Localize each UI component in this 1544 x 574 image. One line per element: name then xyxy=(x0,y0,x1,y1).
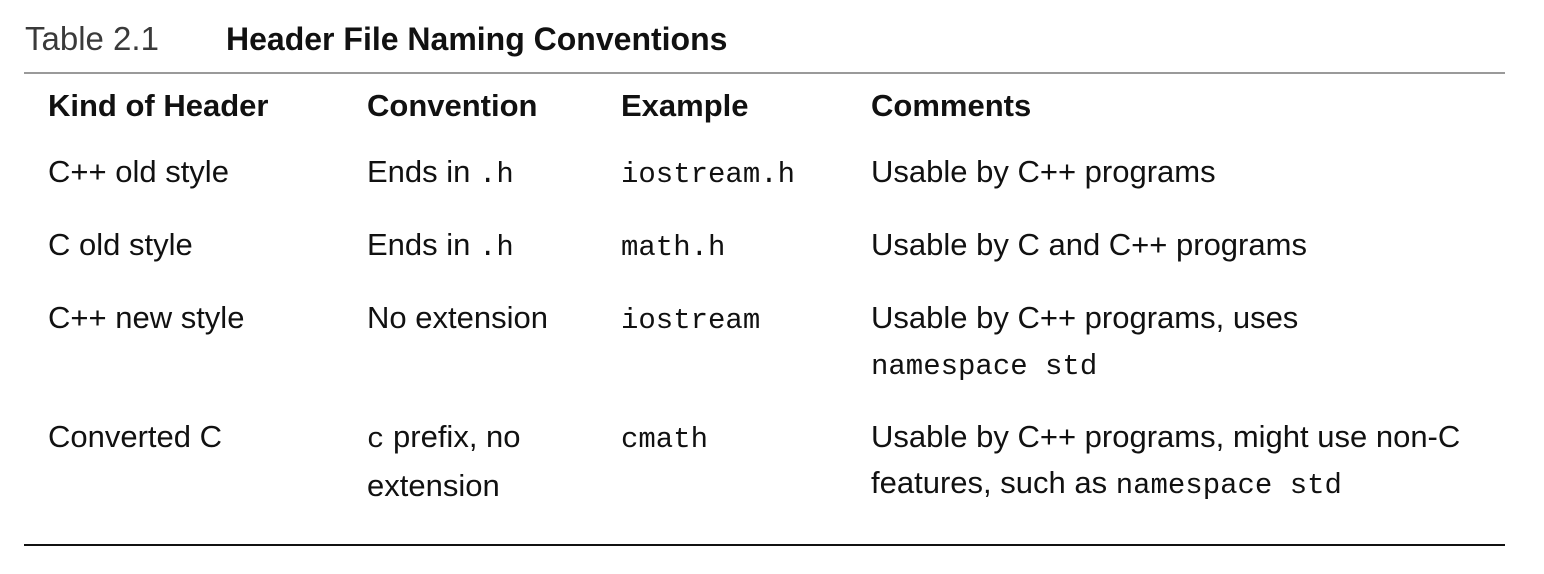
table-row: C old style Ends in .h math.h Usable by … xyxy=(48,222,1491,295)
table-row: Converted C c prefix, no extension cmath… xyxy=(48,414,1491,509)
column-header-convention: Convention xyxy=(367,88,538,123)
comments-code: namespace std xyxy=(1115,469,1342,502)
convention-code: .h xyxy=(479,231,514,264)
table-row: C++ old style Ends in .h iostream.h Usab… xyxy=(48,149,1491,222)
convention-code: .h xyxy=(479,158,514,191)
kind-cell: Converted C xyxy=(48,419,223,454)
kind-cell: C++ old style xyxy=(48,154,229,189)
comments-text: Usable by C++ programs, might use non-C … xyxy=(871,419,1461,500)
comments-cell: Usable by C++ programs, uses namespace st… xyxy=(871,295,1491,414)
example-cell: iostream xyxy=(621,295,871,414)
bottom-rule xyxy=(24,544,1505,546)
example-cell: iostream.h xyxy=(621,149,871,222)
table-number: Table 2.1 xyxy=(25,20,159,57)
example-code: math.h xyxy=(621,231,726,264)
example-code: cmath xyxy=(621,423,709,456)
convention-cell: c prefix, no extension xyxy=(367,414,621,509)
example-code: iostream.h xyxy=(621,158,796,191)
convention-cell: Ends in .h xyxy=(367,149,621,222)
convention-code: c xyxy=(367,423,385,456)
comments-cell: Usable by C++ programs xyxy=(871,149,1491,222)
comments-cell: Usable by C++ programs, might use non-C … xyxy=(871,414,1491,509)
comments-text: Usable by C++ programs, uses xyxy=(871,300,1299,335)
naming-conventions-table: Kind of Header Convention Example Commen… xyxy=(48,83,1491,509)
comments-code: namespace std xyxy=(871,350,1098,383)
comments-text: Usable by C and C++ programs xyxy=(871,227,1307,262)
top-rule xyxy=(24,72,1505,74)
convention-text: No extension xyxy=(367,300,548,335)
column-header-comments: Comments xyxy=(871,88,1032,123)
column-header-example: Example xyxy=(621,88,749,123)
header-row: Kind of Header Convention Example Commen… xyxy=(48,83,1491,149)
kind-cell: C old style xyxy=(48,227,193,262)
comments-cell: Usable by C and C++ programs xyxy=(871,222,1491,295)
table-caption: Table 2.1 Header File Naming Conventions xyxy=(25,14,727,64)
convention-text: Ends in xyxy=(367,154,480,189)
comments-text: Usable by C++ programs xyxy=(871,154,1216,189)
kind-cell: C++ new style xyxy=(48,300,245,335)
convention-cell: No extension xyxy=(367,295,621,414)
example-cell: cmath xyxy=(621,414,871,509)
example-cell: math.h xyxy=(621,222,871,295)
table-row: C++ new style No extension iostream Usab… xyxy=(48,295,1491,414)
column-header-kind: Kind of Header xyxy=(48,88,269,123)
table-title: Header File Naming Conventions xyxy=(226,21,728,57)
convention-cell: Ends in .h xyxy=(367,222,621,295)
convention-text: prefix, no extension xyxy=(367,419,521,503)
example-code: iostream xyxy=(621,304,761,337)
convention-text: Ends in xyxy=(367,227,480,262)
